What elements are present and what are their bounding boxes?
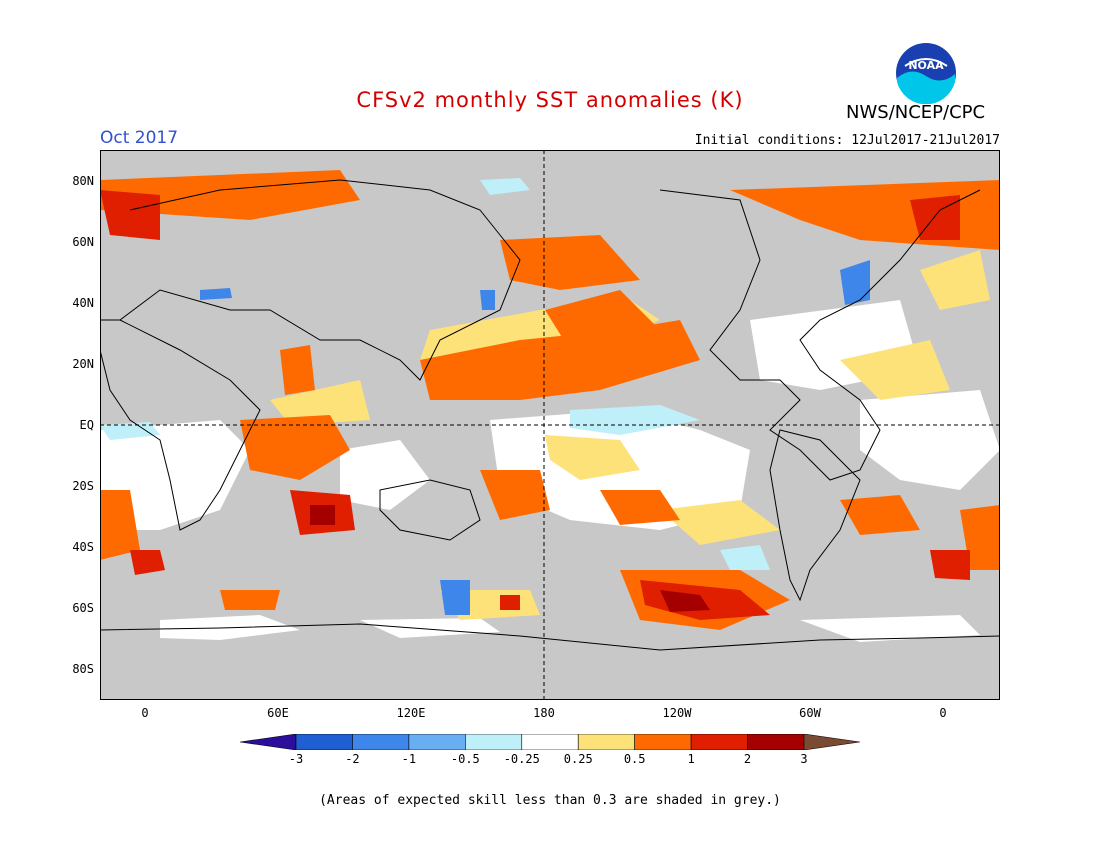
- colorbar-cell: [690, 734, 748, 750]
- lon-label: 0: [141, 706, 149, 720]
- colorbar-cell: [747, 734, 805, 750]
- lon-label: 0: [939, 706, 947, 720]
- weak-cool-regions: [100, 178, 770, 570]
- colorbar-tick-label: -0.5: [450, 752, 480, 766]
- lat-label: 60S: [72, 601, 94, 615]
- logo-text: NOAA: [908, 59, 944, 72]
- colorbar-tick-label: 0.5: [623, 752, 646, 766]
- colorbar-cell: [465, 734, 523, 750]
- sst-anomaly-map: [100, 150, 1000, 700]
- lon-label: 120W: [662, 706, 692, 720]
- lat-label: 20S: [72, 479, 94, 493]
- colorbar-tick-label: -0.25: [503, 752, 540, 766]
- lat-label: 40S: [72, 540, 94, 554]
- colorbar-cell: [408, 734, 466, 750]
- agency-label: NWS/NCEP/CPC: [846, 102, 986, 123]
- footnote: (Areas of expected skill less than 0.3 a…: [319, 793, 781, 808]
- lat-label: 40N: [72, 296, 94, 310]
- lon-label: 180: [533, 706, 555, 720]
- lat-label: 20N: [72, 357, 94, 371]
- initial-conditions: Initial conditions: 12Jul2017-21Jul2017: [694, 133, 1000, 148]
- colorbar-cell: [295, 734, 353, 750]
- colorbar: [240, 734, 860, 750]
- lat-label: 80S: [72, 662, 94, 676]
- colorbar-tick-label: -1: [401, 752, 417, 766]
- colorbar-tick-label: 3: [800, 752, 808, 766]
- lat-label: 60N: [72, 235, 94, 249]
- very-strong-warm-regions: [310, 505, 710, 612]
- lon-label: 120E: [396, 706, 426, 720]
- lat-label: EQ: [79, 418, 94, 432]
- forecast-month: Oct 2017: [100, 128, 179, 148]
- moderate-cool-regions: [200, 260, 870, 615]
- colorbar-tick-label: 2: [743, 752, 752, 766]
- lon-label: 60W: [799, 706, 821, 720]
- colorbar-cell: [634, 734, 692, 750]
- coastlines: [100, 179, 1000, 651]
- colorbar-cell: [803, 734, 860, 750]
- colorbar-cell: [521, 734, 579, 750]
- colorbar-tick-label: -3: [288, 752, 304, 766]
- colorbar-tick-label: -2: [345, 752, 360, 766]
- lon-label: 60E: [267, 706, 289, 720]
- noaa-logo: NOAA: [896, 43, 956, 104]
- colorbar-cell: [352, 734, 410, 750]
- map-title: CFSv2 monthly SST anomalies (K): [356, 88, 744, 112]
- colorbar-cell: [240, 734, 297, 750]
- lat-label: 80N: [72, 174, 94, 188]
- colorbar-tick-label: 0.25: [563, 752, 593, 766]
- colorbar-cell: [577, 734, 635, 750]
- colorbar-tick-label: 1: [687, 752, 695, 766]
